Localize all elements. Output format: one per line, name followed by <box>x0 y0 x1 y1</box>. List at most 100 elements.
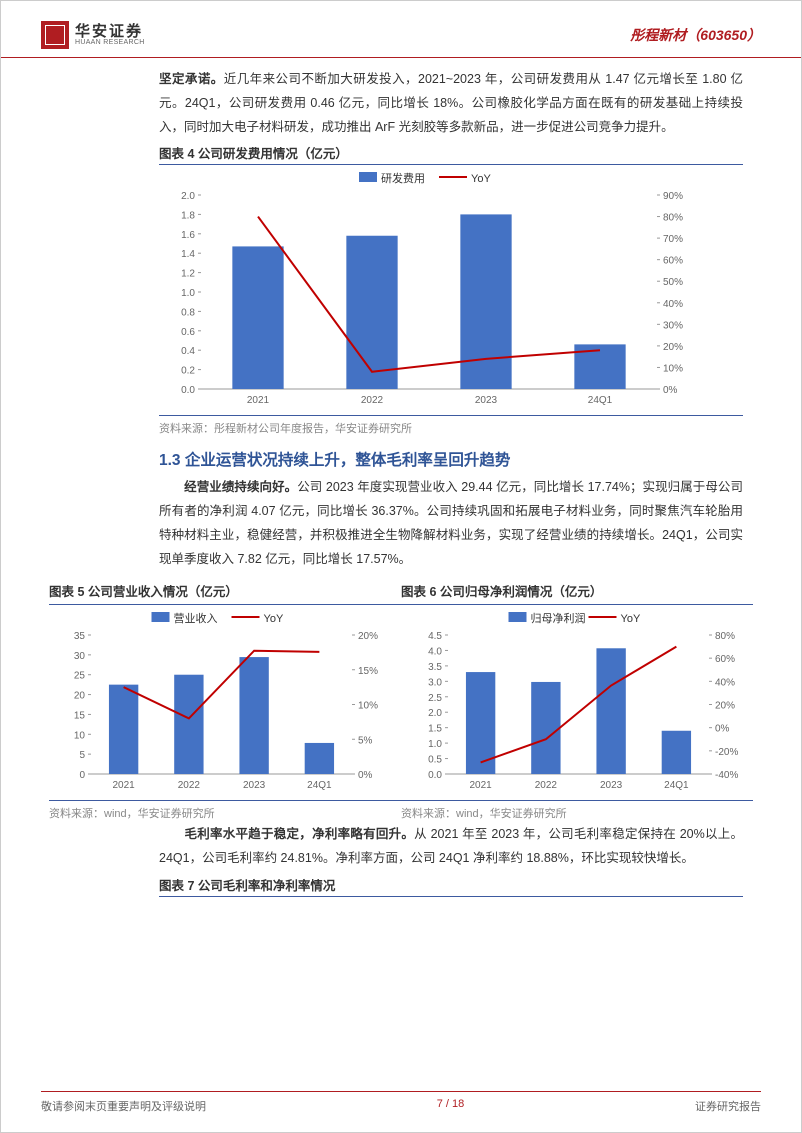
svg-text:2023: 2023 <box>243 780 266 791</box>
fig6-svg: 归母净利润 YoY 0.0 0.5 1.0 1.5 2.0 2.5 3.0 3.5 4.0 4.5 -4… <box>406 605 751 800</box>
fig6-title: 图表 6 公司归母净利润情况（亿元） <box>401 581 753 600</box>
svg-text:1.4: 1.4 <box>181 249 195 260</box>
svg-text:25: 25 <box>74 671 86 682</box>
svg-text:0%: 0% <box>715 724 730 735</box>
header-title: 彤程新材（603650） <box>630 25 761 45</box>
footer-left: 敬请参阅末页重要声明及评级说明 <box>41 1098 206 1114</box>
svg-text:0.0: 0.0 <box>428 770 442 781</box>
intro-lead: 坚定承诺。 <box>159 72 224 86</box>
svg-text:50%: 50% <box>663 277 683 288</box>
svg-text:1.5: 1.5 <box>428 724 442 735</box>
svg-text:YoY: YoY <box>471 173 491 185</box>
fig5-source: 资料来源：wind，华安证券研究所 <box>49 801 401 823</box>
intro-paragraph: 坚定承诺。近几年来公司不断加大研发投入，2021~2023 年，公司研发费用从 … <box>159 68 743 139</box>
svg-text:35: 35 <box>74 631 86 642</box>
svg-text:10%: 10% <box>358 701 378 712</box>
footer-page: 7 / 18 <box>437 1098 465 1114</box>
fig4-title: 图表 4 公司研发费用情况（亿元） <box>159 143 743 162</box>
content: 坚定承诺。近几年来公司不断加大研发投入，2021~2023 年，公司研发费用从 … <box>1 58 801 897</box>
para2: 经营业绩持续向好。公司 2023 年度实现营业收入 29.44 亿元，同比增长 … <box>159 476 743 571</box>
svg-text:3.0: 3.0 <box>428 678 442 689</box>
intro-block: 坚定承诺。近几年来公司不断加大研发投入，2021~2023 年，公司研发费用从 … <box>159 68 743 438</box>
svg-text:0.5: 0.5 <box>428 755 442 766</box>
svg-text:2021: 2021 <box>470 780 493 791</box>
svg-text:2.0: 2.0 <box>428 708 442 719</box>
para2-lead: 经营业绩持续向好。 <box>184 480 297 494</box>
svg-text:70%: 70% <box>663 234 683 245</box>
svg-text:4.5: 4.5 <box>428 631 442 642</box>
section-1-3-title: 1.3 企业运营状况持续上升，整体毛利率呈回升趋势 <box>159 448 753 470</box>
svg-text:60%: 60% <box>663 256 683 267</box>
svg-text:0: 0 <box>79 770 85 781</box>
para3: 毛利率水平趋于稳定，净利率略有回升。从 2021 年至 2023 年，公司毛利率… <box>159 823 743 871</box>
svg-text:2021: 2021 <box>247 395 270 406</box>
fig5-chart: 营业收入YoY051015202530350%5%10%15%20%202120… <box>49 605 396 800</box>
svg-text:10: 10 <box>74 731 86 742</box>
svg-text:20%: 20% <box>663 342 683 353</box>
svg-text:30%: 30% <box>663 321 683 332</box>
para3-lead: 毛利率水平趋于稳定，净利率略有回升。 <box>185 827 415 841</box>
svg-text:3.5: 3.5 <box>428 662 442 673</box>
svg-text:15: 15 <box>74 711 86 722</box>
svg-text:20%: 20% <box>358 631 378 642</box>
fig4-chart-frame: 研发费用YoY0.00.20.40.60.81.01.21.41.61.82.0… <box>159 164 743 416</box>
page-footer: 敬请参阅末页重要声明及评级说明 7 / 18 证券研究报告 <box>41 1091 761 1114</box>
svg-text:0%: 0% <box>663 385 678 396</box>
svg-text:24Q1: 24Q1 <box>664 780 689 791</box>
fig5-title: 图表 5 公司营业收入情况（亿元） <box>49 581 401 600</box>
svg-text:0%: 0% <box>358 770 373 781</box>
svg-text:30: 30 <box>74 651 86 662</box>
svg-text:20: 20 <box>74 691 86 702</box>
logo-cn: 华安证券 <box>75 24 145 39</box>
svg-text:-20%: -20% <box>715 747 738 758</box>
svg-text:4.0: 4.0 <box>428 647 442 658</box>
svg-text:80%: 80% <box>663 213 683 224</box>
logo-icon <box>41 21 69 49</box>
fig4-svg: 研发费用YoY0.00.20.40.60.81.01.21.41.61.82.0… <box>159 165 699 415</box>
svg-text:1.0: 1.0 <box>428 739 442 750</box>
svg-text:40%: 40% <box>715 678 735 689</box>
para3-block: 毛利率水平趋于稳定，净利率略有回升。从 2021 年至 2023 年，公司毛利率… <box>159 823 743 897</box>
svg-text:20%: 20% <box>715 701 735 712</box>
fig56-row: 营业收入 YoY 0 5 10 15 20 25 30 35 0% 5% 10% 15% 20% 2021 20… <box>49 604 753 801</box>
svg-text:归母净利润: 归母净利润 <box>531 611 586 625</box>
svg-text:0.4: 0.4 <box>181 346 195 357</box>
logo-block: 华安证券 HUAAN RESEARCH <box>41 21 145 49</box>
fig56-sources: 资料来源：wind，华安证券研究所 资料来源：wind，华安证券研究所 <box>49 801 753 823</box>
svg-text:5: 5 <box>79 750 85 761</box>
logo-en: HUAAN RESEARCH <box>75 39 145 46</box>
svg-text:-40%: -40% <box>715 770 738 781</box>
page-header: 华安证券 HUAAN RESEARCH 彤程新材（603650） <box>1 1 801 58</box>
svg-text:营业收入: 营业收入 <box>174 611 218 625</box>
svg-text:0.6: 0.6 <box>181 327 195 338</box>
fig4-chart: 研发费用YoY0.00.20.40.60.81.01.21.41.61.82.0… <box>159 165 743 415</box>
svg-text:90%: 90% <box>663 191 683 202</box>
fig7-top-rule <box>159 896 743 897</box>
para2-block: 经营业绩持续向好。公司 2023 年度实现营业收入 29.44 亿元，同比增长 … <box>159 476 743 571</box>
svg-text:2.5: 2.5 <box>428 693 442 704</box>
svg-text:2.0: 2.0 <box>181 191 195 202</box>
svg-text:1.2: 1.2 <box>181 269 195 280</box>
svg-text:24Q1: 24Q1 <box>307 780 332 791</box>
svg-text:2023: 2023 <box>475 395 498 406</box>
svg-text:5%: 5% <box>358 736 373 747</box>
svg-text:0.2: 0.2 <box>181 366 195 377</box>
svg-text:研发费用: 研发费用 <box>381 171 425 185</box>
fig56-titles: 图表 5 公司营业收入情况（亿元） 图表 6 公司归母净利润情况（亿元） <box>49 577 753 602</box>
svg-text:15%: 15% <box>358 666 378 677</box>
footer-right: 证券研究报告 <box>695 1098 761 1114</box>
fig5-svg: 营业收入YoY051015202530350%5%10%15%20%202120… <box>49 605 394 800</box>
svg-text:0.8: 0.8 <box>181 308 195 319</box>
svg-text:2023: 2023 <box>600 780 623 791</box>
fig4-source: 资料来源：彤程新材公司年度报告，华安证券研究所 <box>159 416 743 438</box>
svg-text:YoY: YoY <box>621 613 641 625</box>
svg-text:10%: 10% <box>663 364 683 375</box>
svg-text:60%: 60% <box>715 654 735 665</box>
svg-text:24Q1: 24Q1 <box>588 395 613 406</box>
fig6-chart: 归母净利润 YoY 0.0 0.5 1.0 1.5 2.0 2.5 3.0 3.5 4.0 4.5 -4… <box>406 605 753 800</box>
svg-text:2021: 2021 <box>113 780 136 791</box>
fig7-title: 图表 7 公司毛利率和净利率情况 <box>159 875 743 894</box>
fig6-source: 资料来源：wind，华安证券研究所 <box>401 801 753 823</box>
logo-text: 华安证券 HUAAN RESEARCH <box>75 24 145 46</box>
svg-text:0.0: 0.0 <box>181 385 195 396</box>
